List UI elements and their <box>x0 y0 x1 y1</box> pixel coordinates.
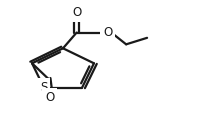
Text: O: O <box>45 91 54 104</box>
Text: O: O <box>72 6 81 19</box>
Text: S: S <box>40 81 47 94</box>
Text: O: O <box>103 26 112 39</box>
